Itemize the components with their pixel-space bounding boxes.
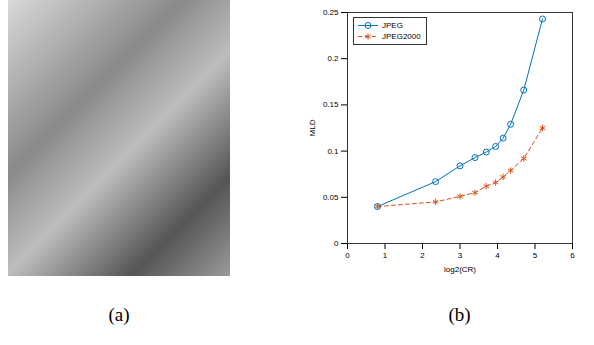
svg-text:0.1: 0.1 xyxy=(327,147,339,156)
svg-text:6: 6 xyxy=(570,251,575,260)
svg-text:1: 1 xyxy=(383,251,388,260)
svg-text:log2(CR): log2(CR) xyxy=(444,265,476,274)
svg-text:0: 0 xyxy=(345,251,350,260)
svg-text:3: 3 xyxy=(458,251,463,260)
svg-text:2: 2 xyxy=(420,251,425,260)
html-text:(a): (a) xyxy=(108,304,130,325)
svg-text:0.05: 0.05 xyxy=(323,193,339,202)
svg-text:0.15: 0.15 xyxy=(323,100,339,109)
svg-text:5: 5 xyxy=(533,251,538,260)
svg-text:0.25: 0.25 xyxy=(323,8,339,17)
html-text:JPEG: JPEG xyxy=(382,21,403,30)
html-text:JPEG2000: JPEG2000 xyxy=(382,32,421,41)
svg-text:0: 0 xyxy=(334,239,339,248)
svg-text:4: 4 xyxy=(495,251,500,260)
html-text:(b): (b) xyxy=(448,304,471,325)
svg-text:0.2: 0.2 xyxy=(327,54,339,63)
svg-text:MLD: MLD xyxy=(308,119,317,136)
